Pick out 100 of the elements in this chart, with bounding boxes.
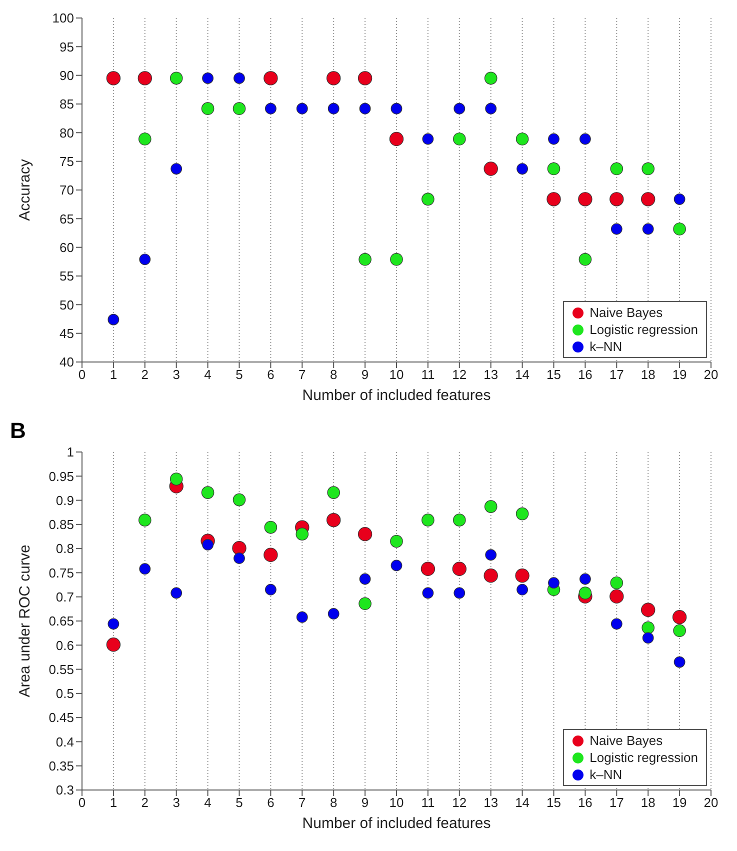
point	[674, 193, 686, 205]
x-tick-label: 20	[704, 367, 718, 382]
x-axis-title: Number of included features	[302, 815, 491, 832]
point	[610, 576, 624, 590]
point	[328, 102, 340, 114]
point	[358, 526, 372, 542]
point	[515, 568, 530, 583]
y-tick-label: 65	[60, 211, 74, 226]
x-axis-title: Number of included features	[302, 387, 491, 404]
x-tick-label: 4	[204, 795, 212, 810]
point	[641, 602, 656, 617]
y-tick-label: 0.7	[56, 589, 74, 604]
point	[358, 252, 372, 266]
point	[202, 539, 214, 550]
point	[232, 493, 246, 506]
point	[580, 133, 591, 145]
y-axis-title: Area under ROC curve	[16, 544, 34, 698]
point	[390, 252, 403, 266]
y-tick-label: 0.45	[48, 710, 74, 726]
x-tick-label: 9	[361, 367, 369, 382]
point	[546, 192, 561, 206]
x-tick-label: 2	[141, 795, 149, 810]
point	[264, 548, 278, 562]
x-tick-label: 4	[204, 367, 212, 382]
x-tick-label: 0	[78, 367, 86, 382]
point	[642, 621, 654, 634]
point	[296, 528, 309, 540]
point	[106, 71, 121, 86]
x-tick-label: 15	[546, 367, 561, 382]
x-tick-label: 3	[172, 795, 180, 810]
x-tick-label: 18	[640, 367, 656, 382]
point	[170, 587, 182, 599]
x-tick-label: 11	[421, 367, 435, 382]
point	[422, 192, 434, 206]
point	[326, 512, 341, 528]
point	[234, 552, 245, 564]
point	[580, 573, 591, 585]
x-tick-label: 14	[515, 795, 530, 810]
point	[106, 638, 121, 652]
point	[610, 192, 624, 206]
point	[202, 72, 214, 84]
y-tick-label: 0.55	[48, 662, 74, 677]
x-tick-label: 8	[330, 367, 338, 382]
point	[453, 514, 466, 526]
point	[359, 102, 371, 114]
x-tick-label: 19	[672, 795, 687, 810]
point	[453, 132, 466, 146]
x-tick-label: 2	[141, 367, 149, 382]
point	[672, 610, 687, 624]
point	[358, 71, 372, 86]
x-tick-label: 8	[330, 795, 338, 810]
y-axis-title: Accuracy	[16, 158, 34, 221]
point	[516, 163, 528, 174]
point	[326, 71, 341, 86]
y-tick-label: 80	[60, 125, 74, 140]
point	[422, 514, 434, 526]
point	[359, 573, 371, 585]
point	[578, 192, 592, 206]
point	[673, 222, 686, 236]
point	[264, 520, 278, 534]
point	[108, 314, 120, 326]
point	[296, 102, 308, 114]
point	[420, 562, 436, 576]
y-tick-label: 1	[66, 444, 74, 460]
y-tick-label: 0.35	[48, 758, 74, 774]
x-tick-label: 0	[78, 795, 86, 810]
x-tick-label: 15	[546, 795, 561, 810]
x-tick-label: 17	[609, 367, 624, 382]
point	[139, 563, 151, 575]
point	[673, 624, 686, 638]
y-tick-label: 60	[60, 240, 74, 255]
x-tick-label: 6	[267, 795, 274, 810]
point	[170, 72, 183, 85]
point	[610, 223, 622, 235]
point	[390, 102, 402, 114]
text: B	[10, 418, 26, 444]
legend-label: Naive Bayes	[590, 732, 663, 749]
point	[139, 254, 151, 266]
x-tick-label: 1	[110, 795, 118, 810]
point	[484, 72, 498, 85]
point	[389, 132, 404, 146]
point	[170, 163, 182, 174]
point	[234, 72, 245, 84]
point	[578, 252, 592, 266]
point	[358, 597, 372, 610]
y-tick-label: 45	[60, 326, 74, 341]
point	[674, 656, 686, 668]
y-tick-label: 70	[60, 182, 74, 198]
point	[642, 223, 654, 235]
point	[610, 589, 624, 604]
legend-label: Logistic regression	[590, 321, 698, 338]
point	[422, 587, 434, 599]
point	[170, 472, 183, 486]
point	[138, 71, 152, 86]
x-tick-label: 12	[452, 795, 467, 810]
legend-label: k–NN	[590, 766, 622, 783]
point	[454, 587, 466, 599]
x-tick-label: 13	[484, 367, 498, 382]
point	[485, 549, 497, 561]
point	[264, 71, 278, 86]
